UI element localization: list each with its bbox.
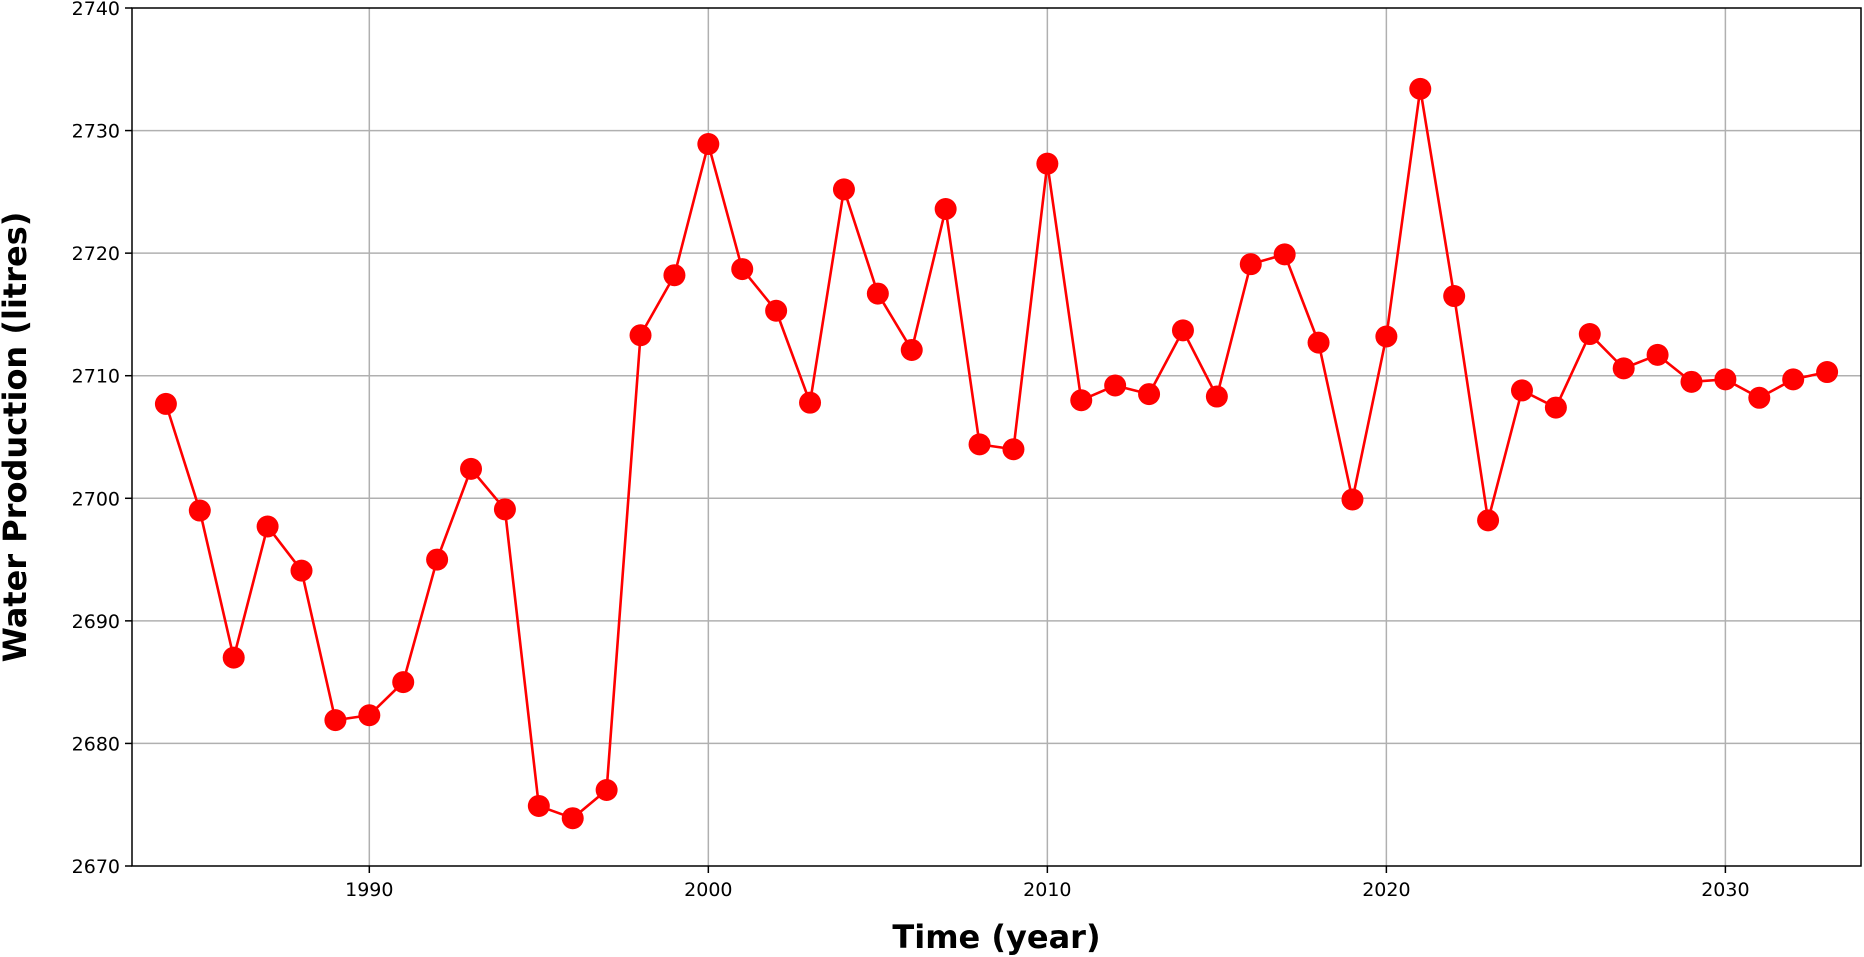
y-tick-label: 2690: [72, 611, 120, 633]
y-tick-label: 2700: [72, 488, 120, 510]
y-tick-label: 2730: [72, 121, 120, 143]
y-tick-label: 2720: [72, 243, 120, 265]
y-tick-label: 2710: [72, 366, 120, 388]
data-point: [358, 704, 381, 727]
data-point: [1036, 152, 1059, 175]
y-tick-label: 2670: [72, 856, 120, 878]
data-point: [1070, 389, 1093, 412]
data-point: [1748, 386, 1771, 409]
data-point: [629, 324, 652, 347]
data-point: [765, 299, 788, 322]
data-point: [934, 198, 957, 221]
plot-frame: [131, 7, 1862, 867]
data-point: [1714, 368, 1737, 391]
axis-ticks: 1990 2000 2010 2020 2030 2670 2680 2690 2700 2710…: [72, 0, 1750, 901]
data-point: [460, 457, 483, 480]
x-axis-label: Time (year): [892, 918, 1100, 956]
y-tick-label: 2740: [72, 0, 120, 20]
data-point: [900, 338, 923, 361]
data-point: [1002, 438, 1025, 461]
data-point: [1477, 509, 1500, 532]
data-point: [1578, 323, 1601, 346]
data-point: [1782, 368, 1805, 391]
data-point: [1816, 361, 1839, 384]
data-point: [1443, 285, 1466, 308]
data-point: [1273, 243, 1296, 266]
data-point: [493, 498, 516, 521]
y-axis-label: Water Production (litres): [0, 212, 34, 663]
data-point: [324, 709, 347, 732]
data-point: [697, 133, 720, 156]
data-point: [1680, 370, 1703, 393]
data-point: [1341, 488, 1364, 511]
x-tick-label: 1990: [345, 879, 393, 901]
data-point: [1171, 319, 1194, 342]
data-point: [866, 282, 889, 305]
data-point: [968, 433, 991, 456]
data-point: [222, 646, 245, 669]
data-point: [154, 392, 177, 415]
data-point: [1646, 343, 1669, 366]
data-point: [527, 794, 550, 817]
grid-lines: [132, 8, 1861, 866]
data-point: [1205, 385, 1228, 408]
y-tick-label: 2680: [72, 733, 120, 755]
data-point: [188, 499, 211, 522]
data-point: [731, 258, 754, 281]
data-point: [799, 391, 822, 414]
data-point: [290, 559, 313, 582]
data-point: [595, 779, 618, 802]
x-tick-label: 2010: [1023, 879, 1071, 901]
series-lines: [164, 87, 1828, 820]
data-point: [832, 178, 855, 201]
data-point: [1239, 253, 1262, 276]
x-tick-label: 2030: [1701, 879, 1749, 901]
data-point: [1104, 374, 1127, 397]
data-point: [663, 264, 686, 287]
data-point: [256, 515, 279, 538]
data-point: [1409, 77, 1432, 100]
data-point: [1375, 325, 1398, 348]
x-tick-label: 2000: [684, 879, 732, 901]
data-point: [1307, 331, 1330, 354]
data-point: [561, 807, 584, 830]
data-point: [392, 671, 415, 694]
data-point: [1544, 396, 1567, 419]
data-point: [1612, 357, 1635, 380]
data-point: [426, 548, 449, 571]
data-points: [154, 77, 1839, 830]
data-point: [1510, 379, 1533, 402]
series-line: [164, 87, 1828, 820]
x-tick-label: 2020: [1362, 879, 1410, 901]
data-point: [1138, 383, 1161, 406]
